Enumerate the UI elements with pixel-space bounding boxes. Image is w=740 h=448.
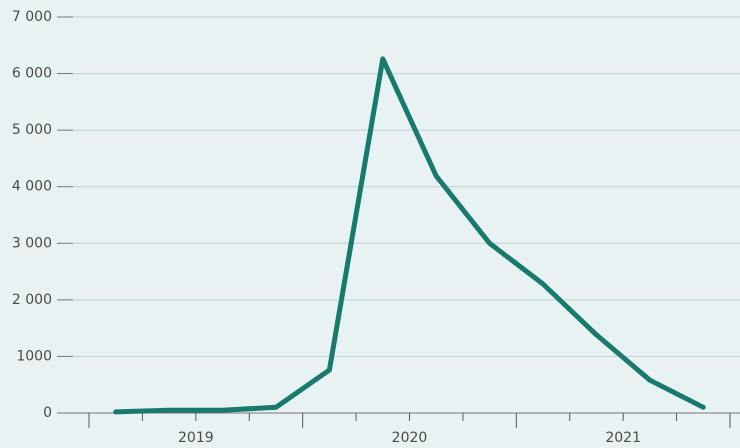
data-line [113,56,706,415]
y-tick-label: 3 000 [12,235,52,251]
x-tick-label: 2020 [392,430,428,446]
y-tick-label: 1000 [16,348,52,364]
y-tick-label: 7 000 [12,9,52,25]
y-tick-label: 0 [43,405,52,421]
y-tick-label: 5 000 [12,122,52,138]
x-tick-label: 2021 [605,430,641,446]
y-tick-label: 4 000 [12,179,52,195]
y-tick-label: 2 000 [12,292,52,308]
x-tick-label: 2019 [178,430,214,446]
y-tick-label: 6 000 [12,66,52,82]
